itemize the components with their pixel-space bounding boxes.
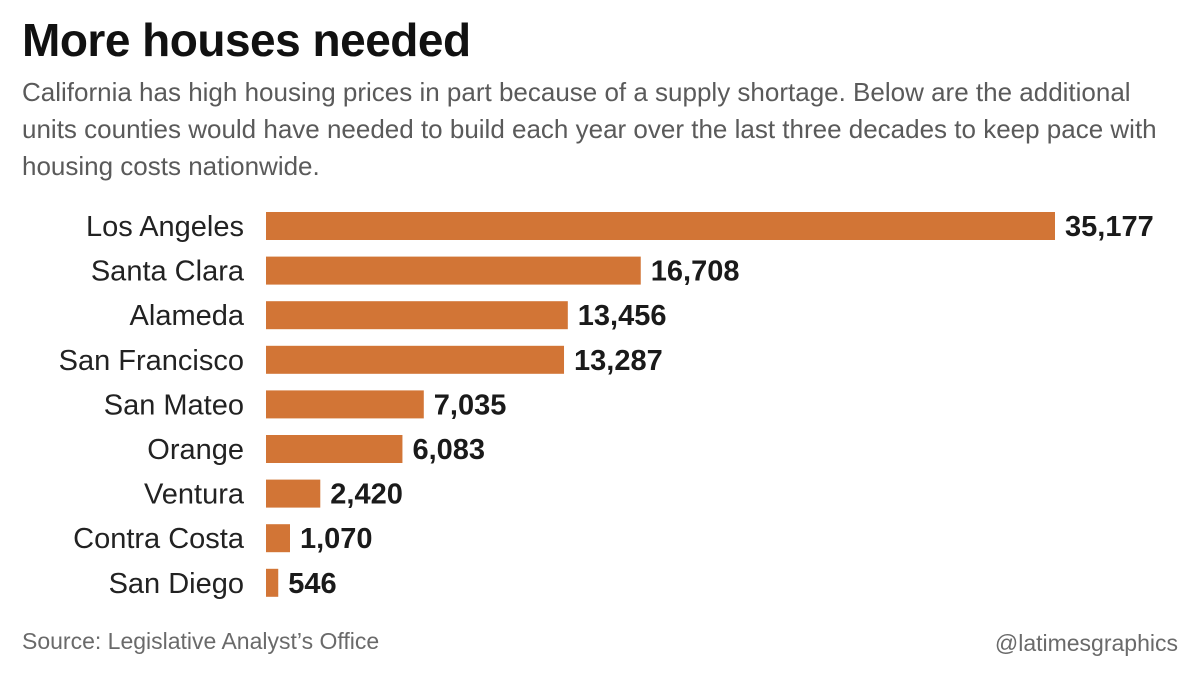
bar xyxy=(266,345,565,374)
chart-title: More houses needed xyxy=(22,14,471,66)
bar xyxy=(266,435,403,463)
category-label: Contra Costa xyxy=(73,523,245,555)
value-label: 35,177 xyxy=(1065,211,1154,243)
category-label: Ventura xyxy=(144,479,245,511)
category-label: San Francisco xyxy=(59,345,244,377)
bar xyxy=(266,301,568,330)
bar xyxy=(266,256,641,285)
credit-handle: @latimesgraphics xyxy=(994,630,1178,656)
category-label: San Diego xyxy=(109,568,244,600)
value-label: 1,070 xyxy=(300,523,373,555)
category-label: Orange xyxy=(147,434,244,466)
value-label: 7,035 xyxy=(434,389,507,421)
category-label: Santa Clara xyxy=(91,256,245,288)
bar xyxy=(266,479,321,508)
category-label: Los Angeles xyxy=(86,211,244,243)
category-label: Alameda xyxy=(130,300,245,332)
chart-subtitle: California has high housing prices in pa… xyxy=(22,77,1157,181)
bar xyxy=(266,390,424,419)
bar xyxy=(266,212,1055,240)
value-label: 16,708 xyxy=(651,256,740,288)
bar xyxy=(266,568,279,597)
source-note: Source: Legislative Analyst’s Office xyxy=(22,628,380,654)
value-label: 6,083 xyxy=(412,434,485,466)
value-label: 13,456 xyxy=(578,300,667,332)
category-label: San Mateo xyxy=(104,389,244,421)
value-label: 2,420 xyxy=(330,479,403,511)
value-label: 546 xyxy=(288,568,336,600)
value-label: 13,287 xyxy=(574,345,663,377)
bar xyxy=(266,524,290,553)
